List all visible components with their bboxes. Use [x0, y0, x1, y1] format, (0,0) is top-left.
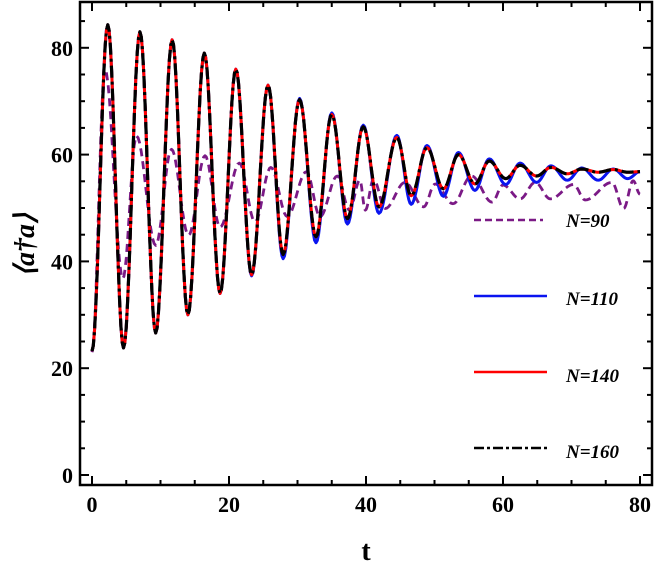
x-axis-label: t	[361, 536, 371, 565]
y-tick-label: 40	[51, 249, 73, 274]
y-tick-labels: 0 20 40 60 80	[51, 36, 73, 488]
y-tick-label: 0	[62, 463, 73, 488]
legend-label-n160: N=160	[565, 442, 620, 463]
y-tick-label: 80	[51, 36, 73, 61]
x-tick-labels: 0 20 40 60 80	[87, 492, 652, 517]
x-tick-label: 60	[492, 492, 514, 517]
x-tick-label: 80	[629, 492, 651, 517]
y-tick-label: 20	[51, 356, 73, 381]
plot-frame	[78, 0, 654, 487]
legend-label-n110: N=110	[565, 289, 618, 310]
tick-marks	[80, 2, 652, 485]
y-tick-label: 60	[51, 143, 73, 168]
y-axis-label: ⟨a†a⟩	[10, 212, 41, 277]
series-line-n90	[90, 68, 641, 353]
series-layer	[90, 23, 641, 353]
legend-label-n90: N=90	[565, 211, 610, 232]
series-line-n160	[90, 23, 641, 352]
x-tick-label: 40	[355, 492, 377, 517]
legend: N=90 N=110 N=140 N=160	[474, 211, 620, 463]
x-tick-label: 20	[218, 492, 240, 517]
legend-label-n140: N=140	[565, 366, 620, 387]
x-tick-label: 0	[87, 492, 98, 517]
